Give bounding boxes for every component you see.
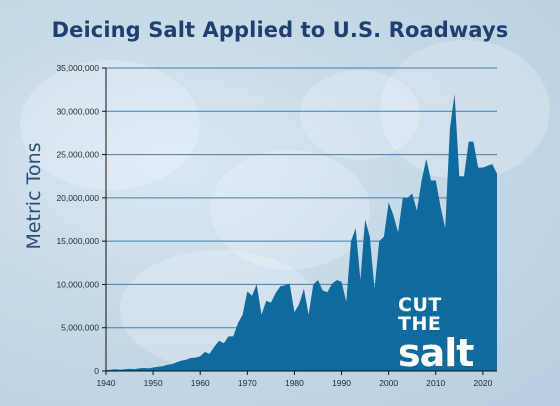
chart-title: Deicing Salt Applied to U.S. Roadways	[51, 18, 509, 42]
y-tick-label-2: 10,000,000	[56, 279, 99, 289]
background-texture	[210, 150, 370, 270]
y-tick-label-5: 25,000,000	[56, 150, 99, 160]
logo-line-salt: salt	[398, 331, 474, 375]
y-tick-label-6: 30,000,000	[56, 106, 99, 116]
x-tick-label-6: 2000	[379, 378, 398, 388]
x-tick-label-4: 1980	[285, 378, 304, 388]
x-axis-ticks: 1940 1950 1960 1970 1980 1990 2000 2010 2020	[97, 371, 493, 388]
x-tick-label-1: 1950	[144, 378, 163, 388]
logo-line-cut: CUT	[398, 294, 442, 316]
x-tick-label-8: 2020	[473, 378, 492, 388]
background-texture	[20, 60, 200, 190]
y-tick-label-7: 35,000,000	[56, 63, 99, 73]
x-tick-label-2: 1960	[191, 378, 210, 388]
area-series	[106, 94, 497, 371]
y-tick-label-1: 5,000,000	[61, 323, 99, 333]
y-axis-ticks: 0 5,000,000 10,000,000 15,000,000 20,000,000…	[56, 63, 106, 376]
x-tick-label-0: 1940	[97, 378, 116, 388]
y-tick-label-4: 20,000,000	[56, 193, 99, 203]
y-tick-label-0: 0	[94, 366, 99, 376]
x-tick-label-5: 1990	[332, 378, 351, 388]
background-texture	[380, 40, 550, 180]
cut-the-salt-logo: CUT THE salt	[398, 294, 496, 375]
area-series-fill	[106, 94, 497, 371]
axes	[105, 68, 497, 372]
x-tick-label-3: 1970	[238, 378, 257, 388]
background-texture	[300, 70, 420, 160]
logo-line-the: THE	[398, 313, 442, 335]
x-tick-label-7: 2010	[426, 378, 445, 388]
y-tick-label-3: 15,000,000	[56, 236, 99, 246]
